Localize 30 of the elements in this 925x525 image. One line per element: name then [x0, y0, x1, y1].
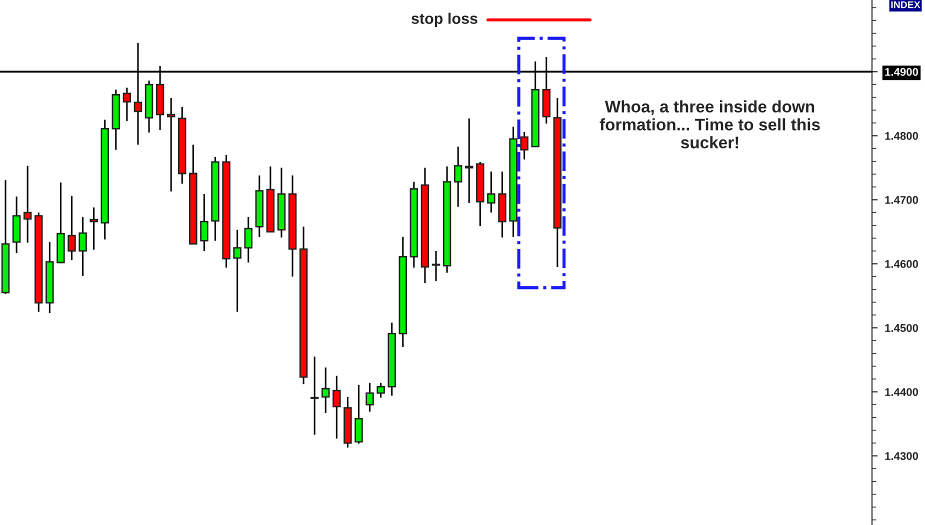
- candlestick: [166, 97, 176, 192]
- candlestick: [487, 170, 496, 214]
- text: INDEX: [891, 1, 920, 8]
- candlestick: [354, 384, 363, 444]
- candlestick: [520, 131, 528, 160]
- candlestick: [454, 146, 462, 208]
- y-tick-label: 1.4500: [885, 324, 918, 332]
- candlestick: [68, 195, 76, 261]
- ref-line-label: stop loss: [411, 12, 478, 27]
- candlestick: [322, 366, 330, 414]
- candlestick: [78, 216, 87, 277]
- candlestick: [233, 229, 242, 313]
- candlestick: [464, 118, 474, 204]
- candlestick: [310, 356, 319, 436]
- candlestick: [122, 86, 132, 122]
- candlestick: [432, 250, 440, 282]
- candlestick: [376, 382, 385, 398]
- y-tick-label: 1.4900: [885, 68, 918, 76]
- candlestick: [244, 216, 252, 264]
- y-tick-label: 1.4400: [885, 388, 918, 396]
- y-tick-label: 1.4600: [885, 260, 918, 268]
- y-tick-label: 1.4700: [885, 196, 918, 204]
- candlestick: [200, 193, 208, 252]
- annotation: Whoa, a three inside down formation... Time to sell this sucker!: [600, 100, 820, 148]
- candlestick: [23, 165, 32, 244]
- candlestick: [366, 382, 374, 412]
- candlestick: [332, 375, 341, 440]
- candlestick: [90, 206, 98, 250]
- y-tick-label: 1.4800: [885, 132, 918, 140]
- y-tick-label: 1.4300: [885, 452, 918, 460]
